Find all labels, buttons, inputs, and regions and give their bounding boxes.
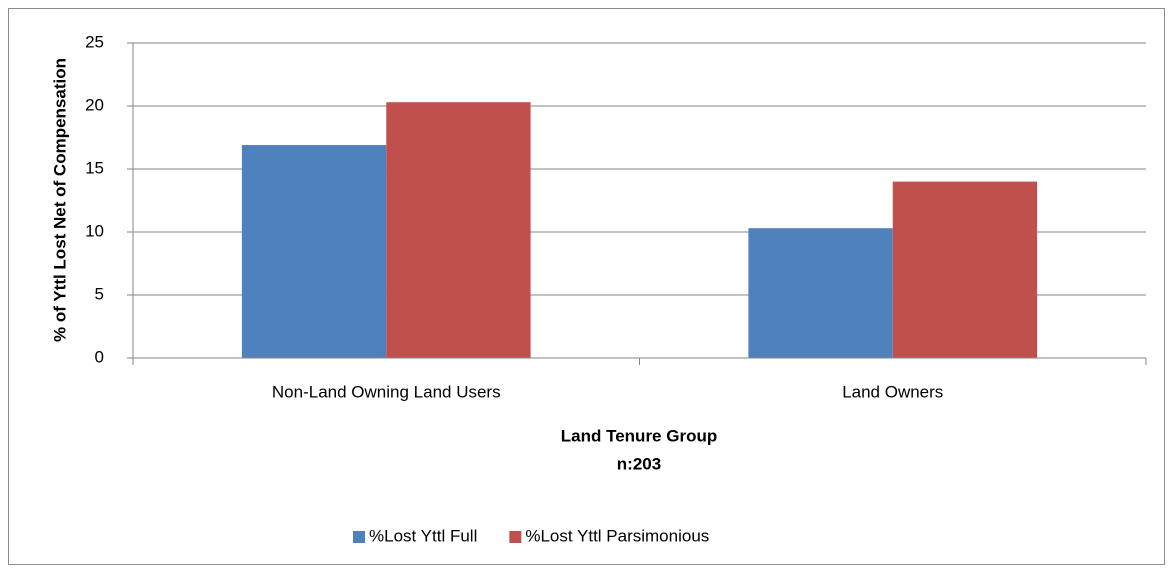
y-axis-title: % of Yttl Lost Net of Compensation [50,58,69,342]
bar [386,102,531,358]
legend-label: %Lost Yttl Parsimonious [525,526,709,545]
bar [748,228,893,358]
bar [241,145,387,358]
x-axis-title: Land Tenure Group [561,426,717,445]
y-tick-label: 20 [85,95,104,114]
y-tick-label: 10 [85,221,104,240]
legend-label: %Lost Yttl Full [369,526,477,545]
legend-swatch [509,531,522,543]
y-tick-label: 25 [85,32,104,51]
x-tick-label: Land Owners [842,382,943,401]
x-tick-label: Non-Land Owning Land Users [272,382,501,401]
bar [892,181,1038,358]
legend-swatch [353,531,365,543]
y-tick-label: 15 [85,158,104,177]
y-tick-label: 0 [95,347,104,366]
x-axis-subtitle: n:203 [617,454,661,473]
y-tick-label: 5 [95,284,104,303]
